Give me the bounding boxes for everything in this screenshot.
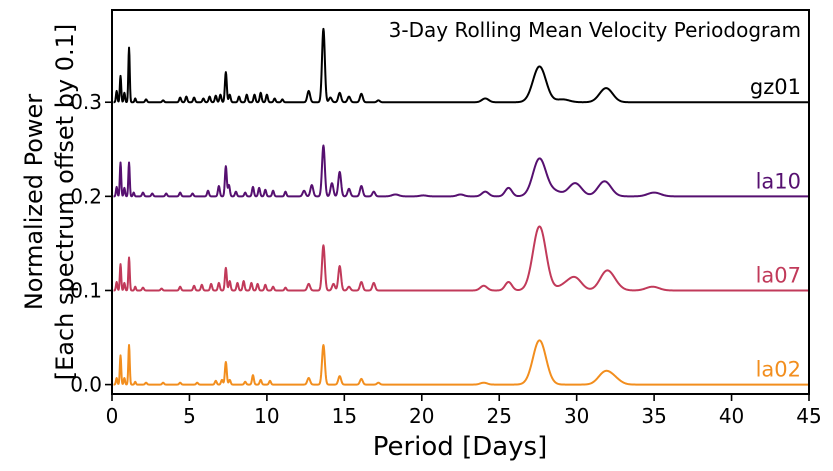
x-axis-label: Period [Days] — [373, 432, 548, 462]
series-line-la02 — [112, 339, 810, 386]
y-tick-label: 0.0 — [70, 373, 102, 397]
y-tick-label: 0.1 — [70, 278, 102, 302]
series-line-la10 — [112, 144, 810, 198]
y-tick-label: 0.3 — [70, 90, 102, 114]
plot-frame — [111, 9, 810, 395]
y-tick-label: 0.2 — [70, 184, 102, 208]
series-layer — [112, 27, 810, 386]
x-tick-label: 35 — [641, 404, 666, 428]
series-label-gz01: gz01 — [750, 75, 801, 99]
x-tick-label: 30 — [564, 404, 589, 428]
series-label-la10: la10 — [756, 169, 801, 193]
x-tick-label: 40 — [719, 404, 744, 428]
y-axis-label-line1: Normalized Power — [20, 94, 48, 310]
x-tick-label: 5 — [183, 404, 196, 428]
x-tick-label: 10 — [254, 404, 279, 428]
x-tick-label: 45 — [796, 404, 821, 428]
series-label-la07: la07 — [756, 263, 801, 287]
x-tick-label: 25 — [486, 404, 511, 428]
x-tick-label: 20 — [409, 404, 434, 428]
tick-layer: 0 5 10 15 20 25 30 35 40 45 0.0 0.1 0.2 0.3 — [70, 90, 822, 428]
series-label-la02: la02 — [756, 358, 801, 382]
series-label-layer: gz01 la10 la07 la02 — [750, 75, 801, 381]
x-tick-label: 0 — [106, 404, 119, 428]
series-line-la07 — [112, 225, 810, 292]
series-line-gz01 — [112, 27, 810, 104]
y-axis-label-line2: [Each spectrum offset by 0.1] — [51, 24, 79, 381]
chart-title: 3-Day Rolling Mean Velocity Periodogram — [389, 18, 801, 42]
x-tick-label: 15 — [332, 404, 357, 428]
